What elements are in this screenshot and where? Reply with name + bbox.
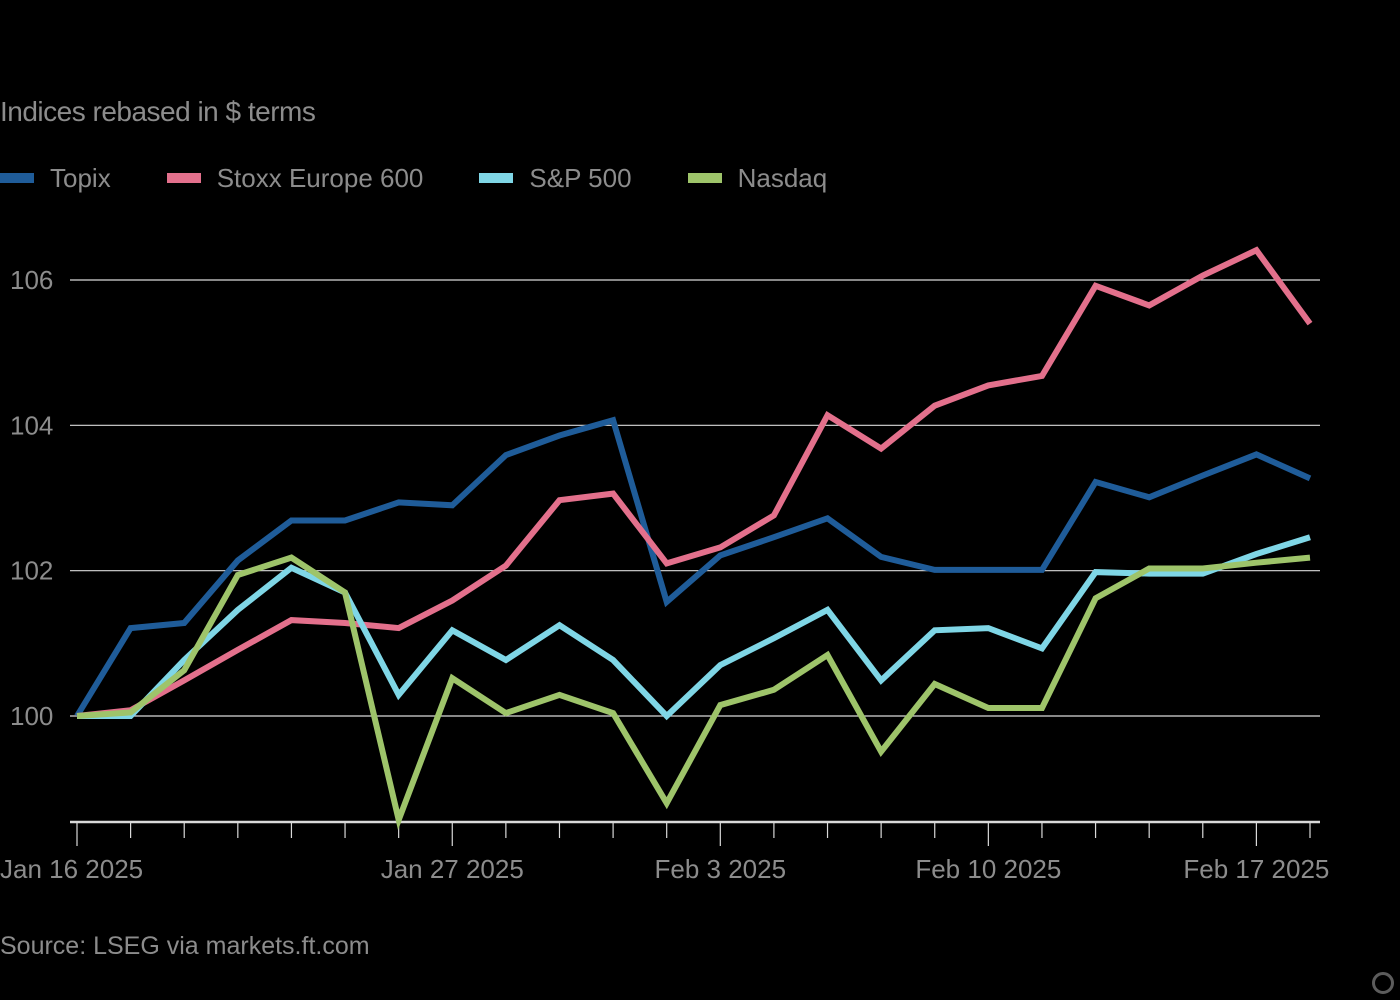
series-line-s-p-500 <box>77 534 1311 721</box>
series-line-stoxx-europe-600 <box>76 246 1313 719</box>
series-line-topix <box>74 416 1312 718</box>
legend-label-topix: Topix <box>50 162 111 193</box>
x-axis: Jan 16 2025 Jan 27 2025 Feb 3 2025 Feb 10 2… <box>0 820 1329 884</box>
series-line-nasdaq <box>76 554 1311 831</box>
x-tick-label: Feb 17 2025 <box>1183 854 1329 884</box>
y-tick-label-104: 104 <box>10 410 53 440</box>
y-tick-label-102: 102 <box>10 556 53 586</box>
gridlines <box>70 279 1320 717</box>
y-axis-labels: 100 102 104 106 <box>10 265 53 731</box>
y-tick-label-106: 106 <box>10 265 53 295</box>
line-chart: 100 102 104 106 Jan 16 2025 Jan 27 2025 Feb 3… <box>0 246 1329 884</box>
x-tick-label: Jan 27 2025 <box>381 854 524 884</box>
x-tick-label: Jan 16 2025 <box>0 854 143 884</box>
x-tick-label: Feb 10 2025 <box>915 854 1061 884</box>
legend-item-nasdaq: Nasdaq <box>687 162 828 194</box>
x-tick-label: Feb 3 2025 <box>655 854 787 884</box>
legend-swatch-nasdaq <box>687 173 722 183</box>
watermark-logo <box>1372 972 1394 994</box>
watermark-icon <box>1372 972 1394 994</box>
legend-swatch-stoxx <box>166 173 201 183</box>
series-lines <box>74 246 1313 831</box>
legend-item-sp500: S&P 500 <box>479 162 632 194</box>
legend-label-sp500: S&P 500 <box>529 162 632 193</box>
legend: Topix Stoxx Europe 600 S&P 500 Nasdaq <box>0 160 883 196</box>
legend-swatch-sp500 <box>479 173 514 183</box>
legend-label-stoxx: Stoxx Europe 600 <box>216 162 424 193</box>
legend-item-stoxx: Stoxx Europe 600 <box>166 162 424 194</box>
chart-subtitle: Indices rebased in $ terms <box>0 96 316 127</box>
source-note: Source: LSEG via markets.ft.com <box>0 932 370 960</box>
legend-item-topix: Topix <box>0 163 111 194</box>
y-tick-label-100: 100 <box>10 701 53 731</box>
legend-swatch-topix <box>0 173 34 183</box>
legend-label-nasdaq: Nasdaq <box>737 162 828 193</box>
